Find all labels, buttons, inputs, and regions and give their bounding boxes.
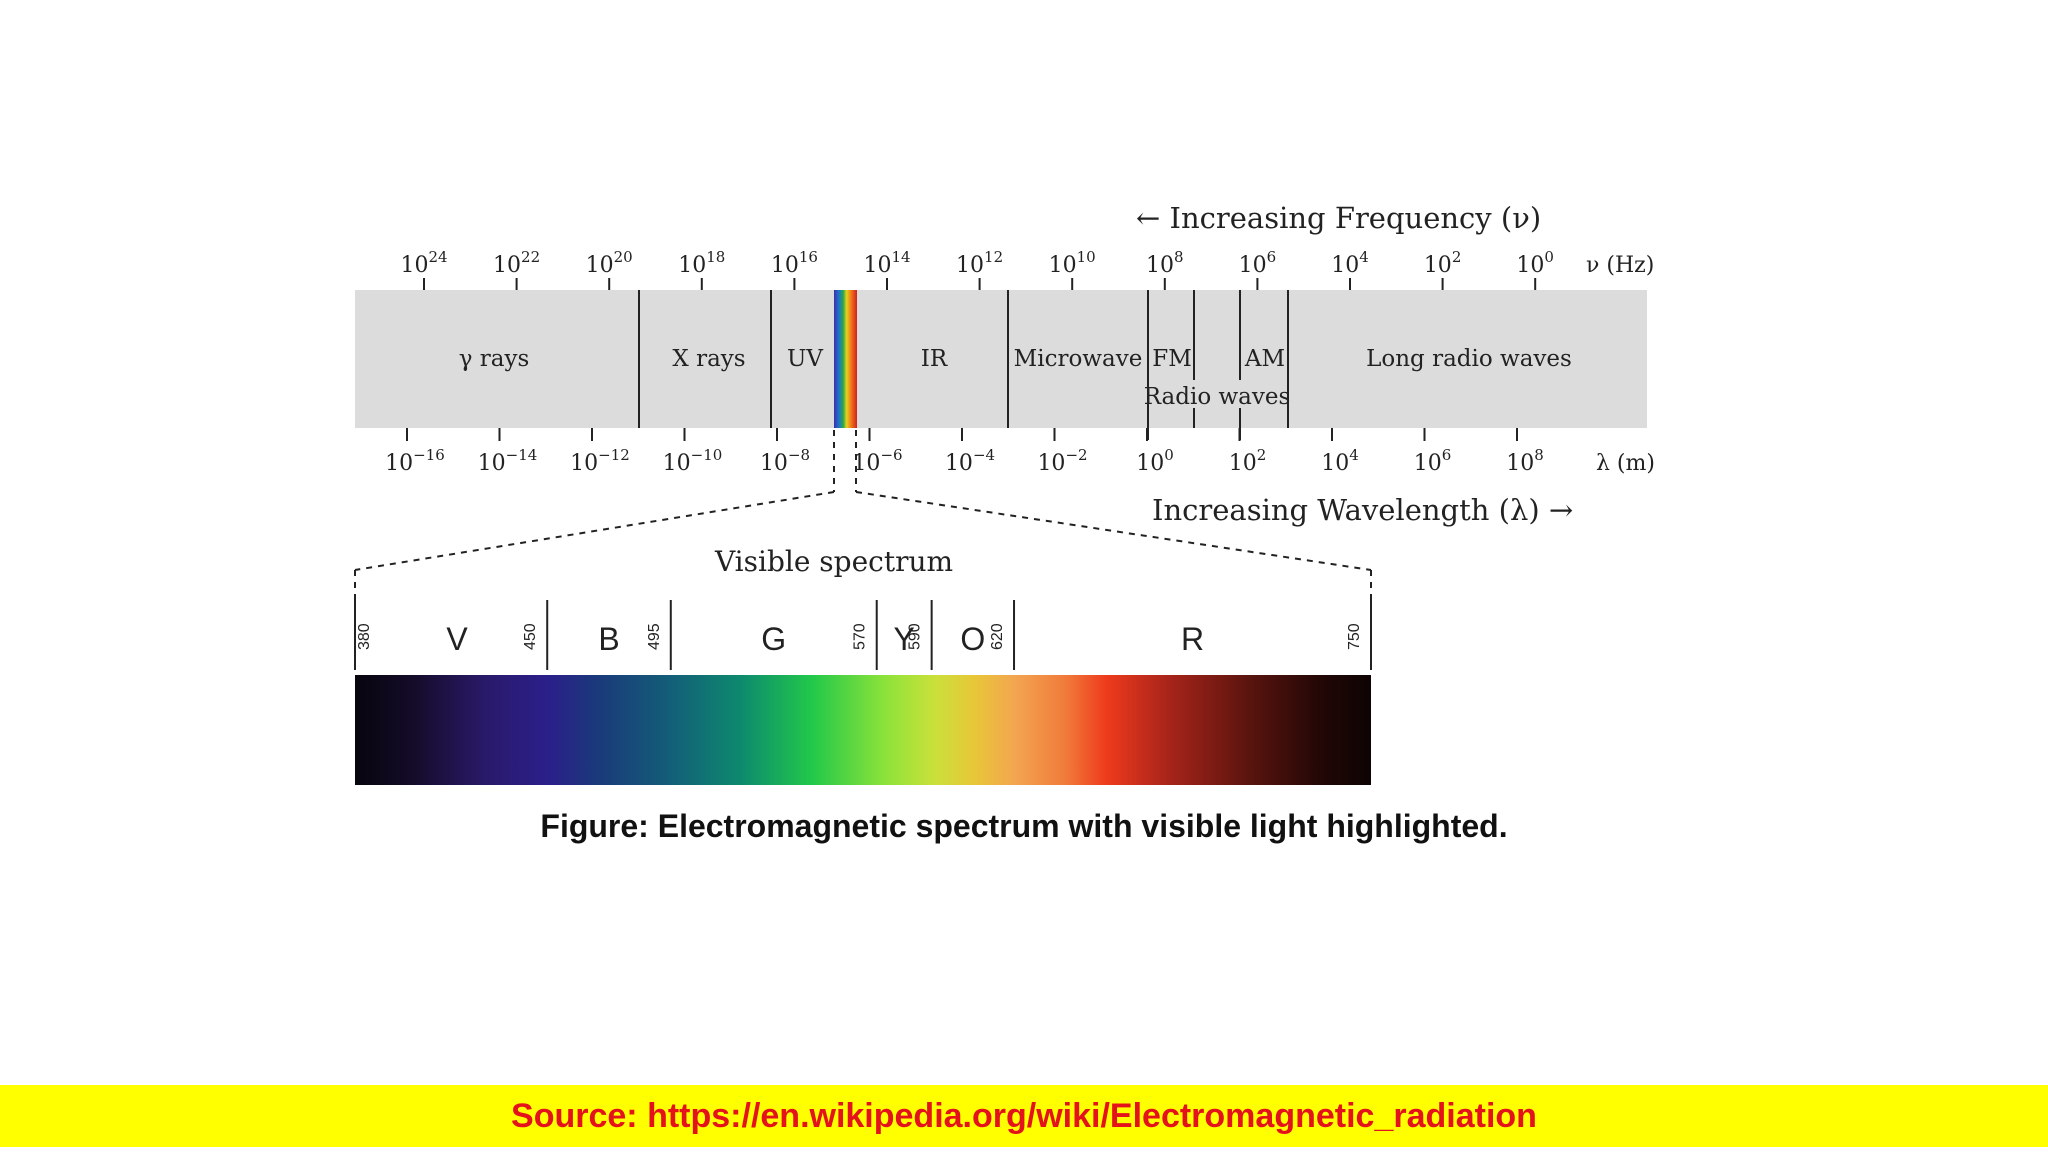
wavelength-tick-label: 104 bbox=[1321, 446, 1359, 476]
region-am: AM bbox=[1244, 346, 1285, 372]
increasing-wavelength-label: Increasing Wavelength (λ) → bbox=[1152, 493, 1573, 527]
wavelength-tick-label: 10−4 bbox=[945, 446, 995, 476]
visible-band-letter: B bbox=[598, 621, 619, 657]
source-link[interactable]: Source: https://en.wikipedia.org/wiki/El… bbox=[511, 1096, 1537, 1135]
frequency-tick-label: 1010 bbox=[1049, 248, 1096, 278]
region-fm: FM bbox=[1152, 346, 1192, 372]
visible-boundary-label: 450 bbox=[522, 623, 539, 650]
em-spectrum-diagram: ← Increasing Frequency (ν) 1024 1022 1020 1… bbox=[354, 201, 1655, 785]
region-x-rays: X rays bbox=[672, 346, 745, 372]
increasing-frequency-label: ← Increasing Frequency (ν) bbox=[1136, 201, 1541, 235]
wavelength-tick-label: 10−14 bbox=[478, 446, 538, 476]
frequency-tick-label: 102 bbox=[1424, 248, 1462, 278]
wavelength-tick-label: 106 bbox=[1414, 446, 1452, 476]
wavelength-tick-label: 108 bbox=[1506, 446, 1544, 476]
visible-boundary-label: 620 bbox=[989, 623, 1006, 650]
wavelength-tick-label: 10−12 bbox=[570, 446, 630, 476]
visible-boundary-label: 750 bbox=[1346, 623, 1363, 650]
visible-boundary-label: 570 bbox=[852, 623, 869, 650]
wavelength-tick-label: 100 bbox=[1136, 446, 1174, 476]
frequency-tick-label: 100 bbox=[1516, 248, 1554, 278]
visible-band-letter: G bbox=[761, 621, 786, 657]
visible-boundary-label: 495 bbox=[646, 623, 663, 650]
visible-band-letter: Y bbox=[894, 621, 915, 657]
visible-light-strip bbox=[834, 290, 857, 428]
frequency-axis: 1024 1022 1020 1018 1016 1014 1012 1010 108 106 10… bbox=[400, 248, 1554, 290]
wavelength-tick-label: 10−2 bbox=[1037, 446, 1087, 476]
zoom-line-left bbox=[354, 491, 835, 571]
visible-boundary-label: 380 bbox=[356, 623, 373, 650]
source-banner: Source: https://en.wikipedia.org/wiki/El… bbox=[0, 1085, 2048, 1147]
frequency-tick-label: 1012 bbox=[956, 248, 1003, 278]
frequency-tick-label: 1022 bbox=[493, 248, 540, 278]
visible-spectrum-title: Visible spectrum bbox=[714, 545, 953, 578]
spectrum-band bbox=[355, 290, 1647, 428]
zoom-line-right bbox=[855, 491, 1372, 571]
wavelength-tick-label: 102 bbox=[1229, 446, 1267, 476]
region-ir: IR bbox=[921, 346, 948, 372]
visible-band-labels: 380 450 495 570 590 620 750 V B G Y O R bbox=[354, 600, 1372, 670]
wavelength-tick-label: 10−6 bbox=[852, 446, 902, 476]
region-radio-waves: Radio waves bbox=[1144, 384, 1291, 410]
wavelength-unit: λ (m) bbox=[1596, 451, 1655, 476]
region-gamma-rays: γ rays bbox=[459, 346, 530, 372]
frequency-tick-label: 1024 bbox=[400, 248, 447, 278]
wavelength-tick-label: 10−16 bbox=[385, 446, 445, 476]
frequency-tick-label: 1020 bbox=[586, 248, 633, 278]
frequency-tick-label: 104 bbox=[1331, 248, 1369, 278]
frequency-tick-label: 108 bbox=[1146, 248, 1184, 278]
visible-band-letter: O bbox=[960, 621, 985, 657]
figure-caption: Figure: Electromagnetic spectrum with vi… bbox=[540, 808, 1508, 844]
visible-band-letter: R bbox=[1181, 621, 1204, 657]
frequency-tick-label: 1016 bbox=[771, 248, 818, 278]
visible-spectrum-gradient bbox=[355, 675, 1371, 785]
wavelength-tick-label: 10−10 bbox=[663, 446, 723, 476]
frequency-tick-label: 106 bbox=[1239, 248, 1277, 278]
visible-boundary-label: 590 bbox=[907, 623, 924, 650]
region-uv: UV bbox=[787, 346, 823, 372]
region-long-radio-waves: Long radio waves bbox=[1366, 346, 1572, 372]
visible-band-letter: V bbox=[446, 621, 468, 657]
region-microwave: Microwave bbox=[1014, 346, 1143, 372]
frequency-unit: ν (Hz) bbox=[1586, 253, 1654, 278]
wavelength-tick-label: 10−8 bbox=[760, 446, 810, 476]
frequency-tick-label: 1018 bbox=[678, 248, 725, 278]
frequency-tick-label: 1014 bbox=[863, 248, 910, 278]
wavelength-axis: 10−16 10−14 10−12 10−10 10−8 10−6 10−4 10−2 100 1… bbox=[385, 428, 1544, 476]
